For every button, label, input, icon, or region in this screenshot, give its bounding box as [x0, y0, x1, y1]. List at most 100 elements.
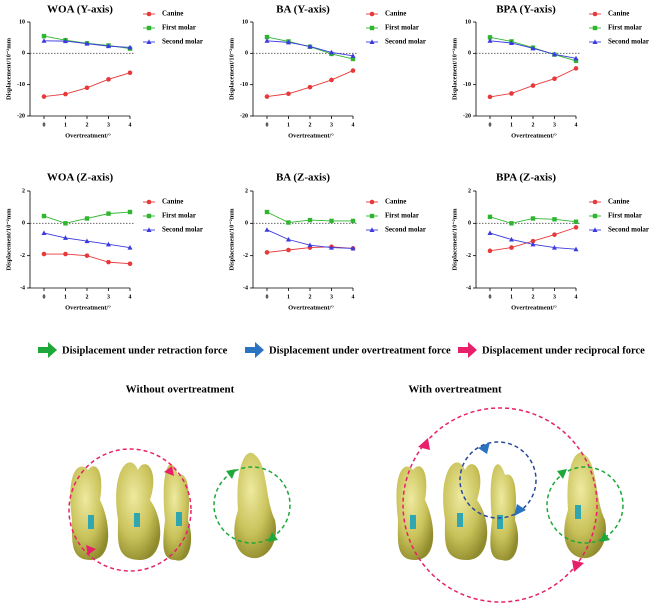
legend-label: First molar — [608, 24, 642, 32]
chart-title: WOA (Z-axis) — [47, 172, 114, 184]
legend-label: First molar — [162, 24, 196, 32]
contact-area — [575, 505, 581, 519]
y-tick-label: 10 — [465, 19, 471, 25]
marker — [41, 230, 47, 236]
force-label: Disiplacement under retraction force — [62, 345, 228, 356]
legend-label: First molar — [385, 24, 419, 32]
legend-label: Second molar — [608, 226, 649, 234]
marker — [592, 213, 598, 219]
force-arrow — [38, 342, 57, 358]
x-tick-label: 4 — [352, 122, 355, 128]
illustration-label: Without overtreatment — [126, 384, 235, 396]
marker — [307, 217, 313, 223]
marker — [307, 242, 313, 248]
marker — [41, 94, 47, 99]
legend-label: Second molar — [385, 38, 426, 46]
marker — [487, 35, 493, 40]
chart-title: BA (Y-axis) — [276, 4, 330, 16]
marker — [62, 38, 68, 44]
x-tick-label: 1 — [287, 122, 290, 128]
legend-label: Second molar — [608, 38, 649, 46]
marker — [552, 232, 557, 237]
marker — [573, 246, 579, 252]
y-axis-label: Displacement/10⁻²mm — [5, 37, 12, 100]
legend-label: Canine — [608, 198, 629, 206]
force-label: Displacement under reciprocal force — [482, 345, 645, 356]
marker — [530, 238, 536, 244]
y-tick-label: 0 — [245, 51, 248, 57]
tooth-illustration-left — [68, 448, 291, 572]
marker — [487, 230, 493, 236]
marker — [369, 11, 375, 17]
y-tick-label: -4 — [20, 285, 25, 291]
marker — [487, 248, 493, 254]
y-tick-label: -10 — [240, 82, 248, 88]
marker — [127, 44, 133, 50]
marker — [84, 253, 90, 258]
force-circle — [459, 441, 537, 519]
x-axis-label: Overtreatment/° — [288, 132, 334, 139]
marker — [551, 51, 557, 57]
marker — [41, 251, 47, 257]
legend-label: Second molar — [385, 226, 426, 234]
x-axis-label: Overtreatment/° — [511, 132, 557, 139]
x-tick-label: 2 — [85, 122, 88, 128]
x-tick-label: 0 — [265, 294, 268, 300]
y-tick-label: 0 — [245, 221, 248, 227]
marker — [573, 55, 579, 61]
x-tick-label: 1 — [510, 122, 513, 128]
marker — [509, 245, 514, 250]
y-axis-label: Displacement/10⁻²mm — [5, 208, 12, 271]
marker — [146, 25, 152, 31]
x-tick-label: 0 — [42, 294, 45, 300]
y-tick-label: -4 — [466, 285, 471, 291]
marker — [369, 25, 375, 31]
y-tick-label: -10 — [17, 82, 25, 88]
y-tick-label: -20 — [17, 113, 25, 119]
y-tick-label: 2 — [468, 188, 471, 194]
force-label: Displacement under overtreatment force — [269, 345, 451, 356]
y-tick-label: -4 — [243, 285, 248, 291]
marker — [592, 39, 598, 44]
x-tick-label: 0 — [488, 294, 491, 300]
marker — [369, 39, 375, 44]
y-tick-label: 2 — [245, 188, 248, 194]
marker — [63, 221, 68, 226]
force-circle — [68, 448, 192, 572]
marker — [487, 214, 493, 220]
marker — [106, 77, 111, 82]
marker — [369, 227, 375, 232]
x-tick-label: 1 — [510, 294, 513, 300]
y-tick-label: 10 — [242, 19, 248, 25]
arrowhead — [557, 469, 610, 542]
chart-title: BPA (Z-axis) — [496, 172, 556, 184]
chart-title: BPA (Y-axis) — [496, 4, 556, 16]
x-tick-label: 3 — [330, 122, 333, 128]
marker — [328, 49, 334, 55]
marker — [146, 227, 152, 232]
series-line — [489, 67, 577, 98]
x-tick-label: 2 — [531, 122, 534, 128]
marker — [592, 199, 598, 205]
x-tick-label: 1 — [287, 294, 290, 300]
marker — [487, 38, 493, 43]
y-tick-label: 0 — [22, 221, 25, 227]
marker — [573, 219, 579, 224]
y-axis-label: Displacement/10⁻²mm — [451, 37, 458, 100]
marker — [286, 220, 291, 225]
x-tick-label: 1 — [64, 122, 67, 128]
marker — [62, 235, 68, 240]
x-axis-label: Overtreatment/° — [65, 132, 111, 139]
marker — [508, 236, 514, 242]
marker — [105, 241, 111, 247]
x-tick-label: 4 — [129, 294, 132, 300]
marker — [106, 211, 111, 216]
marker — [41, 33, 47, 39]
y-tick-label: 0 — [468, 51, 471, 57]
marker — [84, 216, 90, 221]
legend-label: Second molar — [162, 38, 203, 46]
legend-label: Canine — [385, 198, 406, 206]
marker — [41, 213, 47, 219]
force-arrow — [458, 342, 477, 358]
marker — [264, 38, 270, 43]
